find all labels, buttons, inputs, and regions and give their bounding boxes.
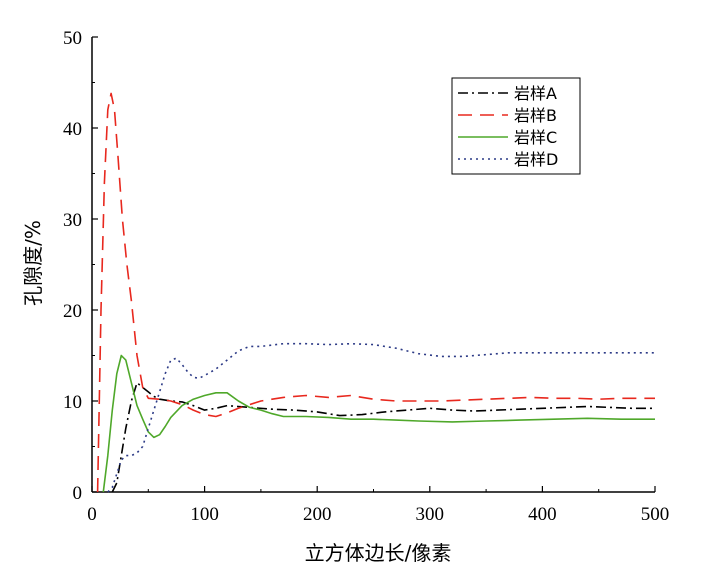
legend-label-4: 岩样D <box>514 150 558 169</box>
series-line-3 <box>102 354 655 493</box>
x-tick-label: 200 <box>303 504 332 525</box>
series-line-4 <box>107 342 655 493</box>
series-line-1 <box>111 381 655 493</box>
y-tick-label: 10 <box>63 392 82 413</box>
y-axis-title: 孔隙度/% <box>21 220 45 306</box>
y-tick-label: 0 <box>73 483 83 504</box>
y-tick-label: 20 <box>63 301 82 322</box>
x-tick-label: 0 <box>87 504 97 525</box>
x-axis-title: 立方体边长/像素 <box>305 541 452 565</box>
series-layer <box>96 92 655 493</box>
x-tick-label: 100 <box>190 504 219 525</box>
legend-label-1: 岩样A <box>514 84 557 103</box>
series-line-2 <box>96 92 655 493</box>
legend: 岩样A 岩样B 岩样C 岩样D <box>451 77 581 175</box>
x-tick-label: 300 <box>416 504 445 525</box>
y-tick-label: 40 <box>63 119 82 140</box>
axes: 0 100 200 300 400 500 0 10 20 30 40 50 <box>63 28 669 525</box>
x-tick-label: 400 <box>528 504 557 525</box>
legend-box <box>451 77 581 175</box>
x-tick-label: 500 <box>641 504 670 525</box>
legend-label-3: 岩样C <box>514 128 557 147</box>
legend-label-2: 岩样B <box>514 106 557 125</box>
y-tick-label: 50 <box>63 28 82 49</box>
y-tick-label: 30 <box>63 210 82 231</box>
